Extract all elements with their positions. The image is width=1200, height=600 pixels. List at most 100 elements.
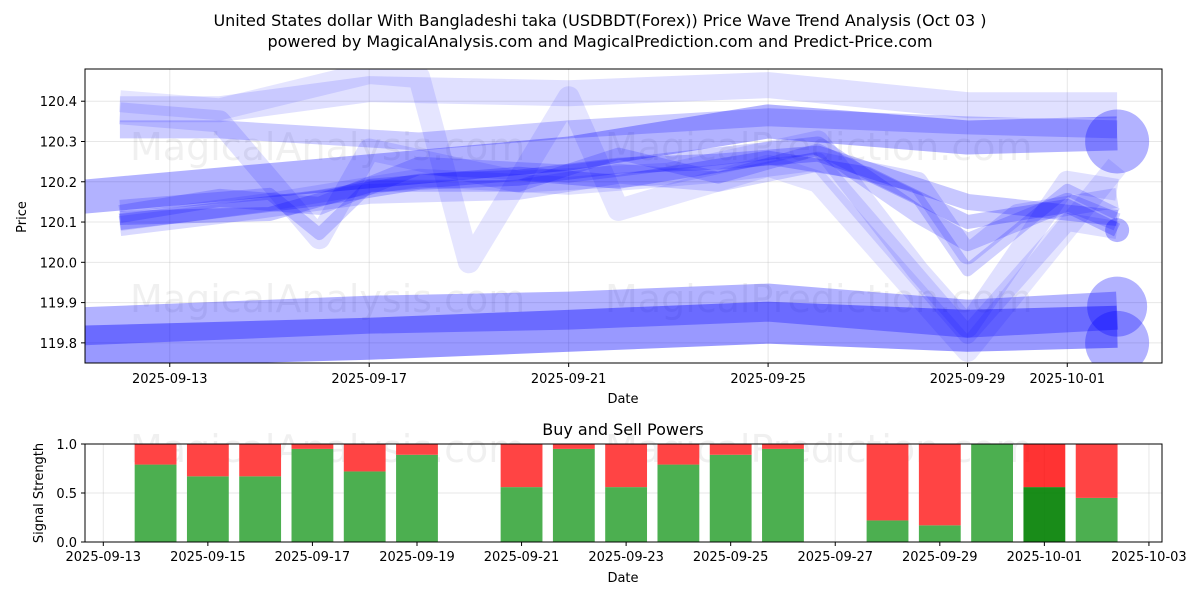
main-y-tick-label: 120.3 (40, 135, 77, 150)
main-x-tick-label: 2025-09-25 (730, 372, 806, 387)
wave-series-wave-spike-a (119, 69, 1126, 362)
buy-bar-2025-09-28 (866, 520, 909, 542)
wave-series-upper-band-c (119, 108, 1118, 151)
main-x-ticks: 2025-09-13 2025-09-17 2025-09-21 2025-09-25… (132, 363, 1105, 387)
bottom-x-tick-label: 2025-09-17 (275, 550, 351, 565)
buy-bar-2025-09-29 (918, 525, 961, 542)
bottom-x-ticks: 2025-09-13 2025-09-15 2025-09-17 2025-09-19… (66, 542, 1187, 565)
buy-bar-2025-09-30 (971, 444, 1013, 542)
main-series-layer (85, 69, 1150, 363)
watermark-analysis-mid: MagicalAnalysis.com (130, 277, 525, 321)
sell-bar-2025-09-29 (918, 444, 961, 526)
buy-bar-2025-10-02 (1075, 497, 1118, 542)
sell-bar-2025-09-19 (396, 444, 438, 455)
bottom-chart-title: Buy and Sell Powers (542, 420, 704, 439)
bottom-y-tick-label: 0.0 (56, 536, 77, 551)
main-y-ticks: 119.8 119.9 120.0 120.1 120.2 120.3 120.4 (40, 95, 85, 352)
wave-series-lower-band-a (85, 283, 1119, 346)
sell-bar-2025-09-18 (343, 444, 386, 472)
bottom-x-tick-label: 2025-09-15 (170, 550, 246, 565)
buy-bar-2025-09-25 (709, 454, 752, 542)
buy-bar-2025-09-17 (291, 448, 334, 542)
bottom-x-tick-label: 2025-09-19 (379, 550, 455, 565)
buy-bar-2025-09-15 (186, 476, 229, 542)
sell-bar-2025-09-21 (500, 444, 543, 488)
bottom-bars-layer (134, 444, 1118, 542)
bottom-y-tick-label: 1.0 (56, 438, 77, 453)
buy-bar-2025-09-21 (500, 487, 543, 542)
buy-bar-2025-09-16 (239, 476, 282, 542)
bottom-x-tick-label: 2025-10-03 (1111, 550, 1187, 565)
watermark-prediction-top: MagicalPrediction.com (605, 125, 1033, 169)
bottom-x-axis-label: Date (607, 571, 638, 586)
bottom-y-axis-label: Signal Strength (32, 443, 47, 543)
buy-bar-2025-09-22 (552, 448, 595, 542)
end-marker-2 (1085, 310, 1150, 363)
wave-series-lower-band-b (85, 301, 1118, 363)
buy-sell-powers-chart: Buy and Sell Powers MagicalAnalysis.com … (32, 420, 1187, 586)
wave-series-wave-2 (119, 150, 1121, 237)
price-wave-chart: MagicalAnalysis.com MagicalPrediction.co… (15, 68, 1163, 407)
sell-bar-2025-09-16 (239, 444, 282, 477)
sell-bar-2025-09-17 (291, 444, 334, 449)
bottom-y-tick-label: 0.5 (56, 487, 77, 502)
sell-bar-2025-09-28 (866, 444, 909, 521)
main-x-tick-label: 2025-09-29 (930, 372, 1006, 387)
sell-bar-2025-09-14 (134, 444, 177, 465)
bottom-y-ticks: 0.0 0.5 1.0 (56, 438, 85, 551)
bottom-x-tick-label: 2025-09-21 (484, 550, 560, 565)
main-y-tick-label: 120.2 (40, 176, 77, 191)
bottom-x-tick-label: 2025-09-23 (588, 550, 664, 565)
main-x-tick-label: 2025-09-13 (132, 372, 208, 387)
main-grid (85, 69, 1162, 363)
figure-title-line2: powered by MagicalAnalysis.com and Magic… (267, 32, 932, 51)
end-marker-0 (1085, 109, 1150, 174)
buy-bar-2025-10-01 (1023, 487, 1066, 542)
main-x-axis-label: Date (607, 392, 638, 407)
bottom-x-tick-label: 2025-10-01 (1007, 550, 1083, 565)
main-y-tick-label: 120.4 (40, 95, 77, 110)
figure-title-line1: United States dollar With Bangladeshi ta… (213, 11, 986, 30)
wave-series-upper-band-a (85, 104, 1118, 214)
wave-series-wave-5 (118, 151, 1119, 265)
main-y-axis-label: Price (15, 201, 30, 233)
sell-bar-2025-10-01 (1023, 444, 1066, 488)
sell-bar-2025-09-26 (762, 444, 804, 449)
sell-bar-2025-09-25 (709, 444, 752, 455)
sell-bar-2025-10-02 (1075, 444, 1118, 498)
wave-series-wave-1 (118, 145, 1118, 230)
sell-bar-2025-09-15 (186, 444, 229, 477)
main-x-tick-label: 2025-09-21 (531, 372, 607, 387)
bottom-x-tick-label: 2025-09-29 (902, 550, 978, 565)
wave-series-wave-spike-b (119, 102, 1119, 338)
buy-bar-2025-09-14 (134, 464, 177, 542)
sell-bar-2025-09-23 (605, 444, 648, 488)
wave-series-wave-4 (119, 143, 1120, 277)
bottom-x-tick-label: 2025-09-13 (66, 550, 142, 565)
main-y-tick-label: 119.8 (40, 337, 77, 352)
wave-series-wave-3 (118, 136, 1121, 252)
sell-bar-2025-09-24 (657, 444, 700, 465)
main-y-tick-label: 119.9 (40, 297, 77, 312)
buy-bar-2025-09-24 (657, 464, 700, 542)
main-watermarks: MagicalAnalysis.com MagicalPrediction.co… (130, 125, 1033, 321)
main-y-tick-label: 120.0 (40, 256, 77, 271)
watermark-prediction-mid: MagicalPrediction.com (605, 277, 1033, 321)
buy-bar-2025-09-23 (605, 487, 648, 542)
main-plot-frame (84, 68, 1163, 364)
buy-bar-2025-09-18 (343, 471, 386, 542)
bottom-x-tick-label: 2025-09-25 (693, 550, 769, 565)
buy-bar-2025-09-19 (396, 454, 438, 542)
wave-series-upper-band-b (119, 72, 1118, 123)
main-x-tick-label: 2025-09-17 (331, 372, 407, 387)
buy-bar-2025-09-26 (762, 448, 804, 542)
watermark-analysis-top: MagicalAnalysis.com (130, 125, 525, 169)
end-marker-1 (1087, 276, 1148, 337)
bottom-x-tick-label: 2025-09-27 (797, 550, 873, 565)
sell-bar-2025-09-22 (552, 444, 595, 449)
main-x-tick-label: 2025-10-01 (1029, 372, 1105, 387)
wave-series-wave-spike-c (118, 152, 1119, 344)
end-marker-3 (1105, 218, 1130, 243)
main-y-tick-label: 120.1 (40, 216, 77, 231)
